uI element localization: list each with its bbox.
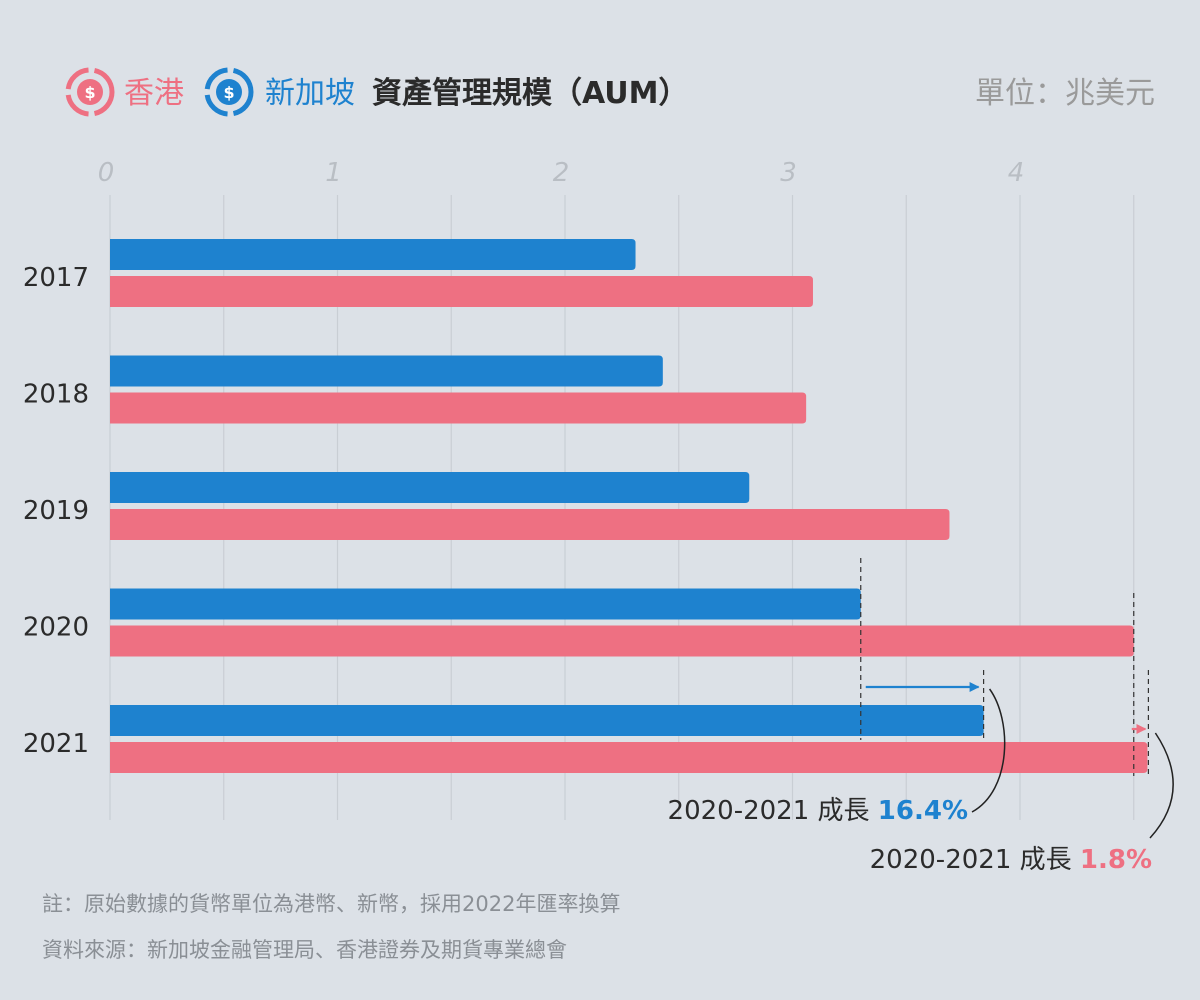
- source-text: 資料來源：新加坡金融管理局、香港證券及期貨專業總會: [42, 938, 567, 962]
- x-tick-label: 3: [780, 158, 797, 188]
- bar-sg-2019: [110, 472, 750, 503]
- sg-growth-prefix: 2020-2021 成長: [668, 796, 878, 826]
- y-category-label: 2018: [23, 380, 89, 410]
- legend-sg-label: 新加坡: [265, 76, 355, 111]
- legend: $ 香港 $ 新加坡: [65, 67, 355, 117]
- legend-hk-icon: $: [65, 67, 115, 117]
- y-category-label: 2020: [23, 613, 89, 643]
- y-category-label: 2021: [23, 729, 89, 759]
- y-category-label: 2017: [23, 263, 89, 293]
- x-axis-ticks: 0 1 2 3 4: [98, 158, 1025, 188]
- bar-sg-2021: [110, 705, 984, 736]
- hk-growth-prefix: 2020-2021 成長: [870, 845, 1080, 875]
- bar-hk-2020: [110, 625, 1134, 657]
- bar-sg-2020: [110, 588, 861, 620]
- x-tick-label: 1: [325, 158, 342, 188]
- bar-hk-2019: [110, 509, 950, 540]
- note-text: 註：原始數據的貨幣單位為港幣、新幣，採用2022年匯率換算: [42, 892, 620, 916]
- legend-hk-label: 香港: [124, 76, 184, 111]
- bars: [110, 239, 1148, 773]
- svg-text:$: $: [223, 83, 234, 102]
- x-tick-label: 2: [553, 158, 570, 188]
- hk-growth-leader: [1149, 732, 1174, 839]
- bar-hk-2021: [110, 742, 1148, 773]
- legend-sg-icon: $: [204, 67, 254, 117]
- chart-title: 資產管理規模（AUM）: [372, 76, 689, 111]
- bar-hk-2018: [110, 392, 807, 424]
- unit-label: 單位：兆美元: [975, 76, 1155, 111]
- bar-sg-2018: [110, 355, 663, 387]
- sg-growth-label: 2020-2021 成長 16.4%: [668, 796, 968, 826]
- growth-annotations: [860, 558, 1174, 839]
- x-tick-label: 0: [98, 158, 115, 188]
- y-axis-labels: 2017 2018 2019 2020 2021: [23, 263, 89, 759]
- bar-sg-2017: [110, 239, 636, 270]
- y-category-label: 2019: [23, 496, 89, 526]
- svg-text:$: $: [84, 83, 95, 102]
- bar-hk-2017: [110, 276, 813, 307]
- sg-growth-leader: [971, 688, 1006, 813]
- x-tick-label: 4: [1008, 158, 1025, 188]
- hk-growth-value: 1.8%: [1080, 845, 1152, 875]
- hk-growth-label: 2020-2021 成長 1.8%: [870, 845, 1152, 875]
- sg-growth-value: 16.4%: [878, 796, 968, 826]
